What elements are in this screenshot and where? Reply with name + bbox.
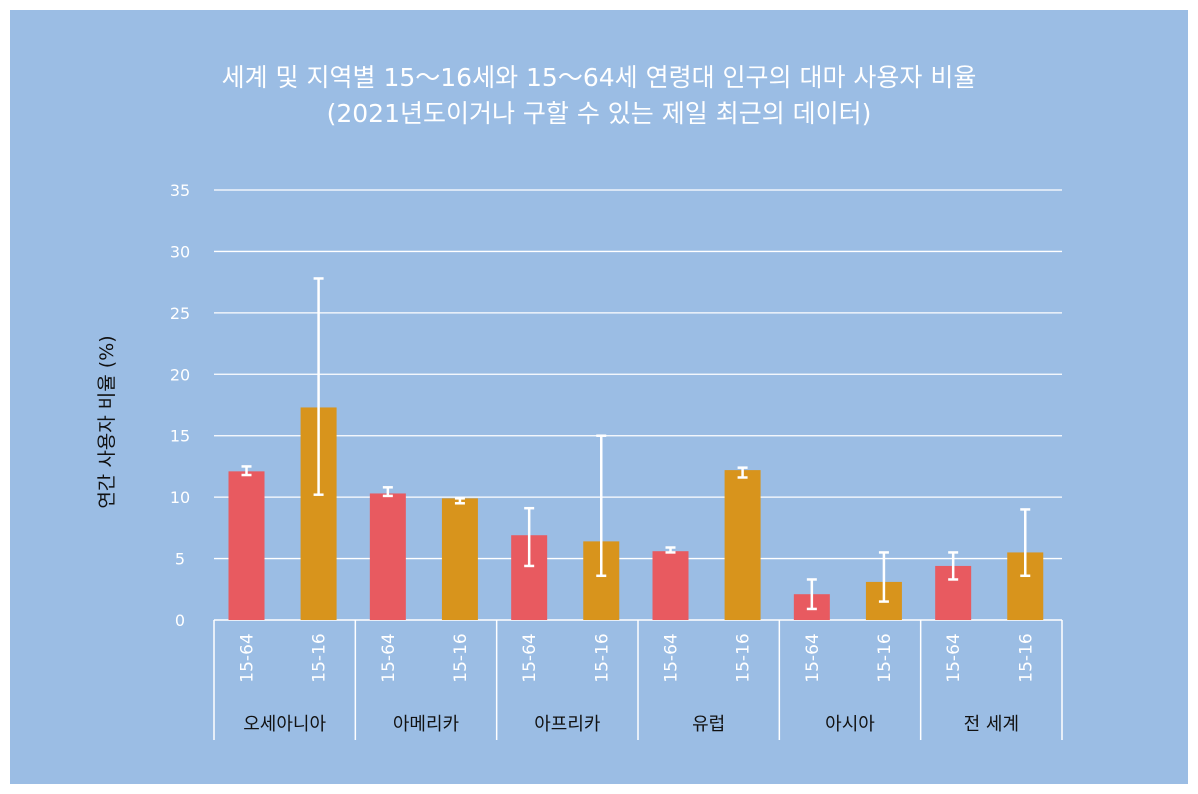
y-tick-label: 5 <box>175 550 185 569</box>
y-tick-label: 25 <box>170 304 190 323</box>
chart-title: 세계 및 지역별 15～16세와 15～64세 연령대 인구의 대마 사용자 비… <box>221 63 977 92</box>
bar <box>724 470 761 620</box>
y-tick-label: 30 <box>170 242 190 261</box>
bar <box>228 471 265 620</box>
x-tick-label: 15-16 <box>875 633 895 682</box>
chart-panel: 세계 및 지역별 15～16세와 15～64세 연령대 인구의 대마 사용자 비… <box>10 10 1188 784</box>
x-tick-label: 15-64 <box>238 633 258 682</box>
x-tick-label: 15-16 <box>451 633 471 682</box>
category-label: 오세아니아 <box>243 714 326 735</box>
x-tick-label: 15-64 <box>803 633 823 682</box>
y-tick-label: 0 <box>175 611 185 630</box>
x-tick-label: 15-64 <box>944 633 964 682</box>
chart-title-block: 세계 및 지역별 15～16세와 15～64세 연령대 인구의 대마 사용자 비… <box>10 60 1188 132</box>
bar <box>652 551 689 620</box>
y-axis-label: 연간 사용자 비율 (%) <box>96 335 118 508</box>
category-label: 전 세계 <box>964 714 1019 735</box>
category-label: 아시아 <box>825 714 875 735</box>
category-label: 아메리카 <box>393 714 459 735</box>
y-tick-label: 35 <box>170 181 190 200</box>
x-tick-label: 15-16 <box>310 633 330 682</box>
x-tick-label: 15-64 <box>379 633 399 682</box>
bar-chart: 0 5 10 15 20 25 30 35 연간 사용자 비율 (%) 15-64 15-16 오세아… <box>96 181 1063 740</box>
x-tick-label: 15-16 <box>592 633 612 682</box>
bar <box>441 498 478 620</box>
bar <box>369 493 406 620</box>
category-label: 아프리카 <box>534 714 600 735</box>
x-tick-label: 15-64 <box>662 633 682 682</box>
y-tick-label: 10 <box>170 488 190 507</box>
x-tick-label: 15-16 <box>1016 633 1036 682</box>
y-tick-label: 20 <box>170 365 190 384</box>
x-tick-label: 15-16 <box>734 633 754 682</box>
x-tick-label: 15-64 <box>520 633 540 682</box>
y-tick-label: 15 <box>170 427 190 446</box>
category-label: 유럽 <box>692 714 725 735</box>
chart-subtitle: (2021년도이거나 구할 수 있는 제일 최근의 데이터) <box>326 99 872 128</box>
